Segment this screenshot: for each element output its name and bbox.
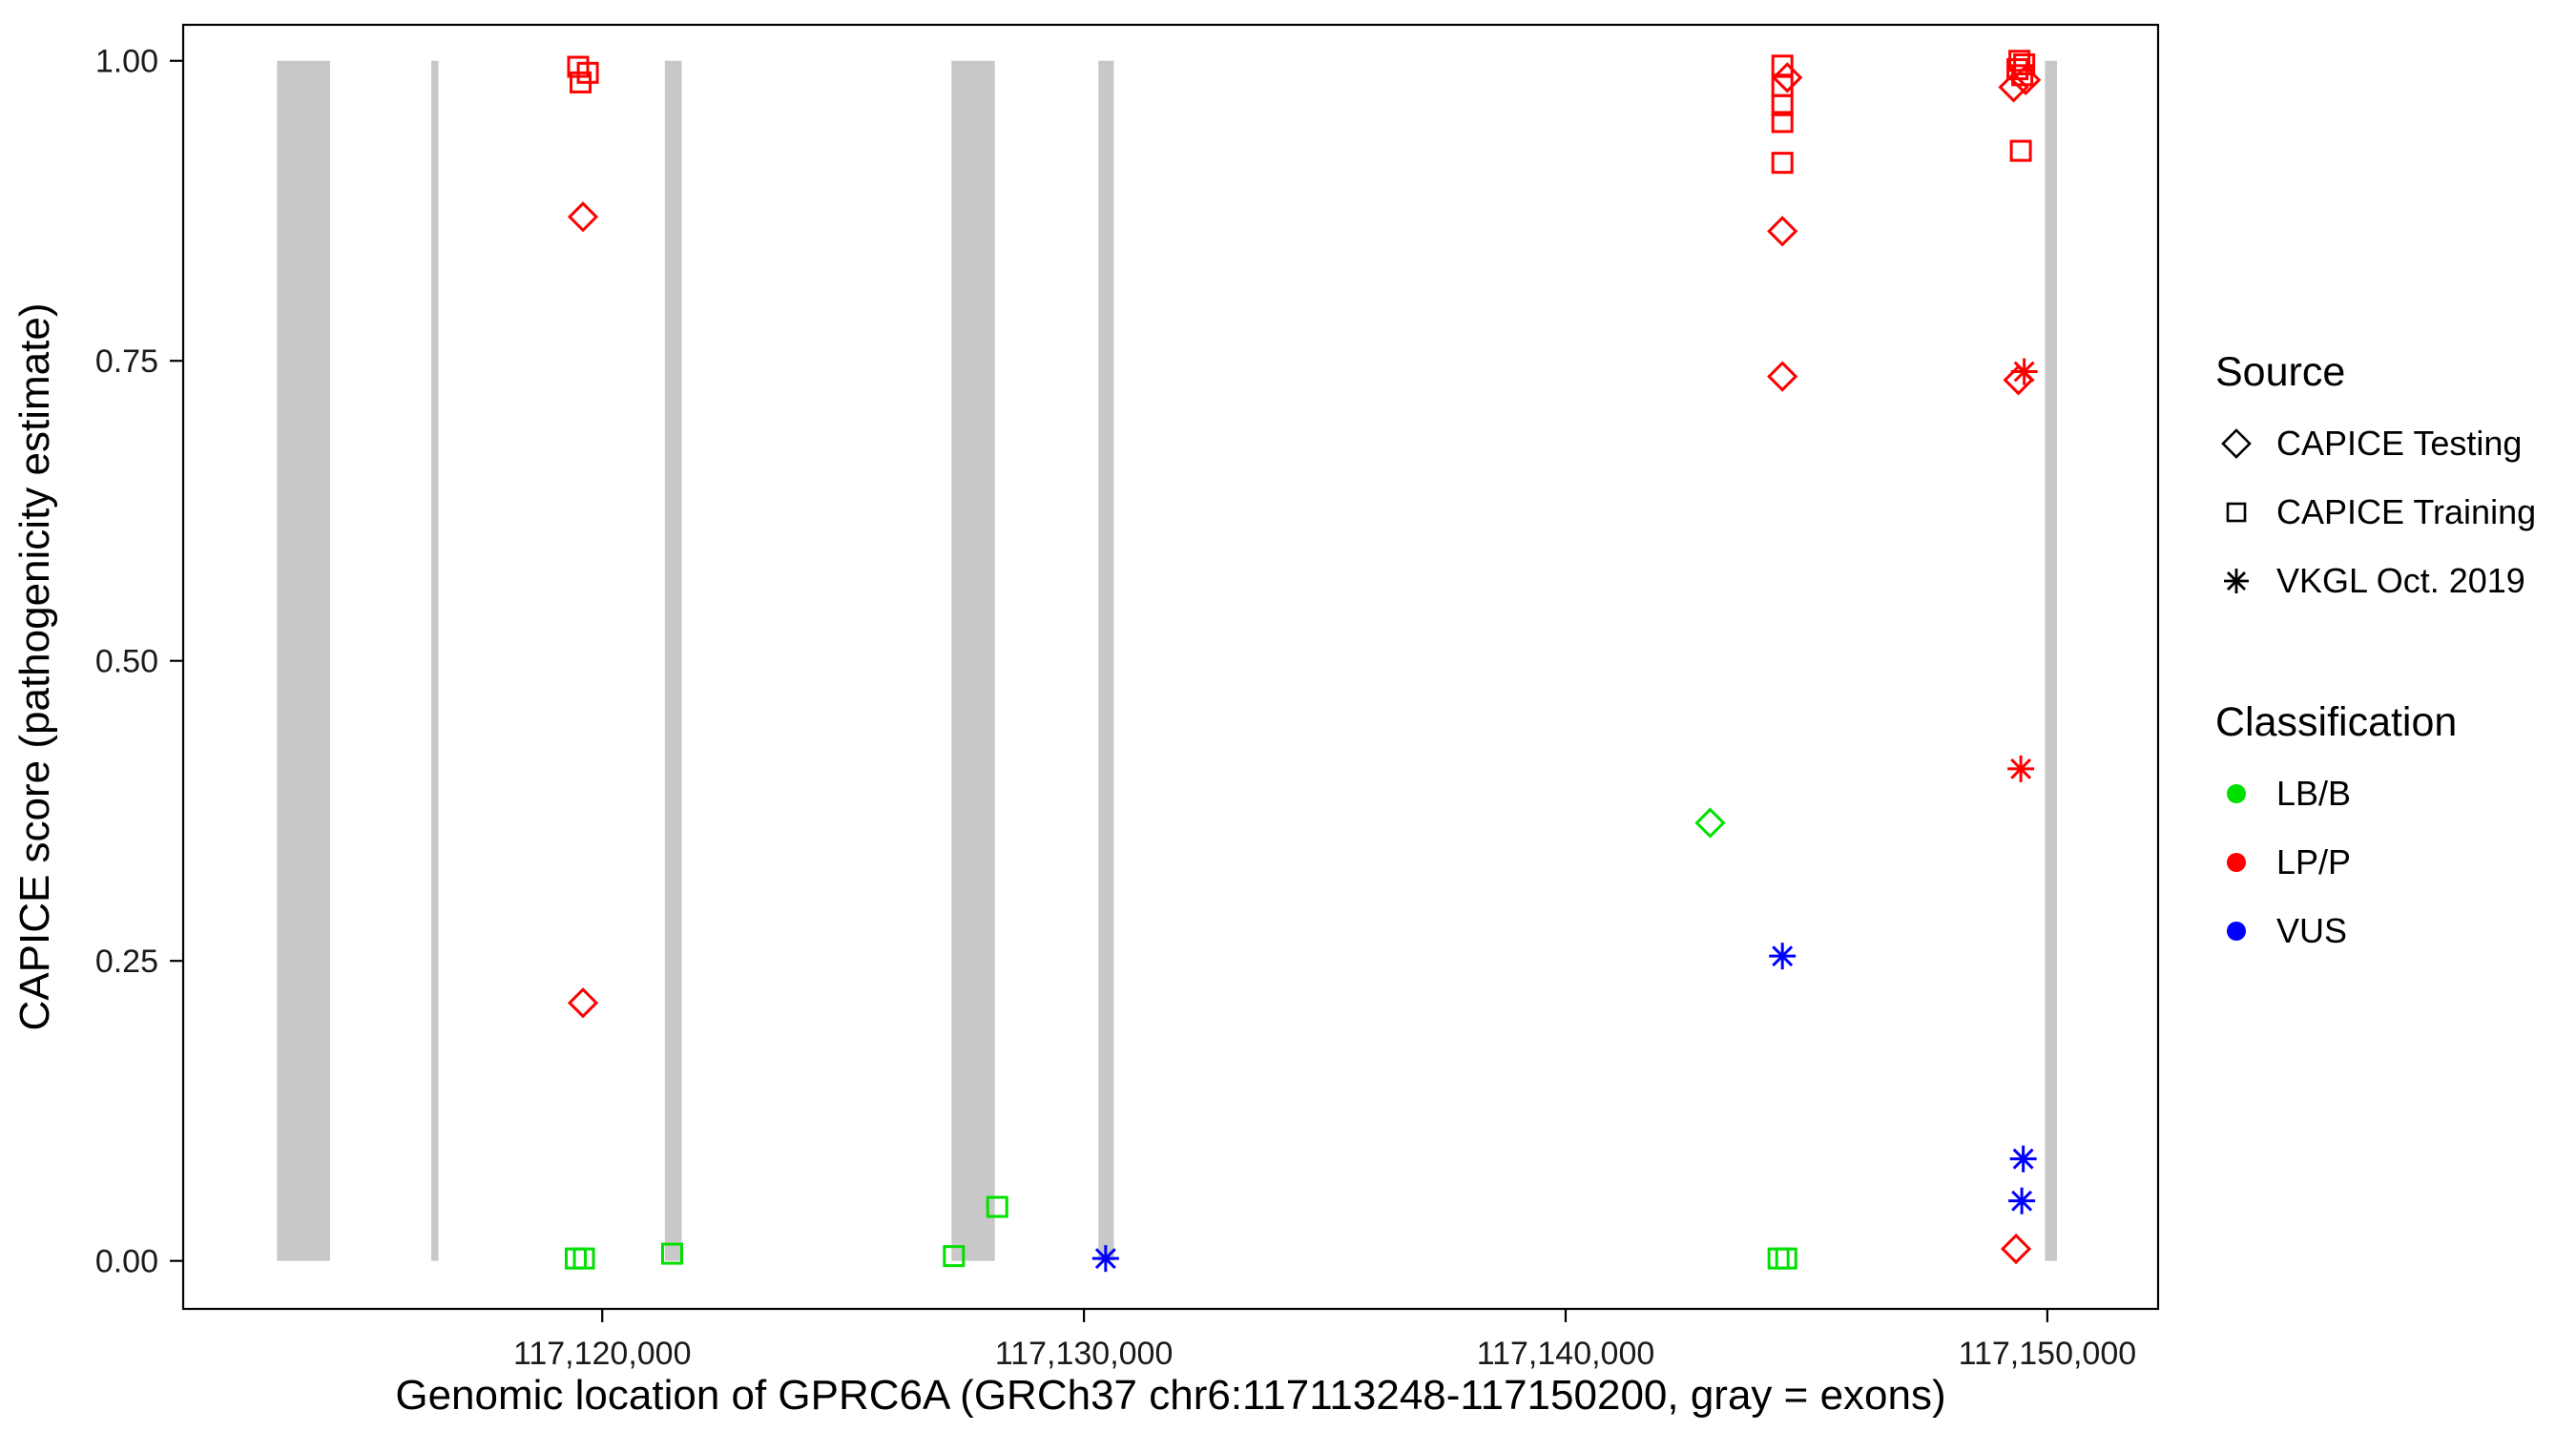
- data-point-square: [1771, 152, 1794, 175]
- legend-label: CAPICE Testing: [2276, 424, 2523, 463]
- legend-label: VUS: [2276, 911, 2348, 950]
- data-point-diamond: [2000, 1233, 2032, 1265]
- data-point-square: [1771, 111, 1794, 134]
- exon-bar: [664, 60, 682, 1261]
- data-point-diamond: [1772, 62, 1803, 93]
- data-point-asterisk-arm: [1772, 945, 1794, 967]
- legend-item-lpp: LP/P: [2215, 828, 2536, 897]
- x-axis-title: Genomic location of GPRC6A (GRCh37 chr6:…: [395, 1372, 1946, 1419]
- data-point-diamond: [567, 987, 599, 1019]
- data-point-square: [1771, 93, 1794, 116]
- data-point-diamond: [1998, 72, 2029, 103]
- exon-bar: [1098, 60, 1114, 1261]
- exon-bar: [951, 60, 995, 1261]
- exon-bar: [277, 60, 330, 1261]
- legend-item-vus: VUS: [2215, 897, 2536, 965]
- data-point-square: [572, 1247, 595, 1270]
- legend-source: Source CAPICE Testing CAPICE Training: [2215, 349, 2536, 615]
- y-tick-label: 0.00: [95, 1244, 158, 1280]
- data-point-asterisk-arm: [2011, 1190, 2033, 1212]
- legend-label: CAPICE Training: [2276, 492, 2537, 531]
- x-tick-label: 117,120,000: [513, 1336, 692, 1372]
- legend-classification: Classification LB/B LP/P VUS: [2215, 699, 2536, 965]
- data-point-asterisk-arm: [2012, 1148, 2034, 1170]
- data-point-square: [2009, 139, 2032, 162]
- y-axis-title: CAPICE score (pathogenicity estimate): [11, 302, 58, 1031]
- data-point-square: [1767, 1247, 1790, 1270]
- panel-border: [181, 23, 2160, 1311]
- data-point-square: [943, 1245, 966, 1268]
- y-tick-label: 1.00: [95, 44, 158, 80]
- data-point-asterisk-arm: [1094, 1248, 1116, 1270]
- legend-classification-title: Classification: [2215, 699, 2458, 745]
- asterisk-icon: [2224, 569, 2249, 593]
- blue-dot-icon: [2227, 922, 2246, 941]
- data-point-diamond: [2003, 364, 2034, 396]
- exon-bar: [2045, 60, 2057, 1261]
- legend-item-capice-testing: CAPICE Testing: [2215, 409, 2536, 478]
- legend-item-lbb: LB/B: [2215, 759, 2536, 828]
- x-tick-label: 117,130,000: [995, 1336, 1174, 1372]
- data-point-square: [1775, 1247, 1797, 1270]
- red-dot-icon: [2227, 853, 2246, 872]
- data-point-diamond: [1767, 216, 1798, 247]
- diamond-icon: [2221, 428, 2252, 459]
- data-point-diamond: [1694, 807, 1726, 839]
- legend-item-vkgl: VKGL Oct. 2019: [2215, 547, 2536, 615]
- y-tick-label: 0.75: [95, 343, 158, 380]
- exon-bar: [431, 60, 439, 1261]
- data-point-diamond: [567, 201, 599, 233]
- legend-source-title: Source: [2215, 349, 2346, 395]
- x-tick-label: 117,140,000: [1477, 1336, 1655, 1372]
- legend-label: LB/B: [2276, 774, 2352, 813]
- data-point-asterisk-arm: [2010, 757, 2032, 779]
- x-tick-label: 117,150,000: [1959, 1336, 2137, 1372]
- data-point-square: [570, 71, 592, 93]
- y-tick-label: 0.50: [95, 644, 158, 680]
- y-tick-label: 0.25: [95, 944, 158, 980]
- square-icon: [2226, 502, 2247, 523]
- data-point-diamond: [1767, 361, 1798, 392]
- data-point-square: [986, 1195, 1008, 1218]
- legend-panel: Source CAPICE Testing CAPICE Training: [2215, 349, 2536, 965]
- legend-item-capice-training: CAPICE Training: [2215, 478, 2536, 547]
- legend-label: LP/P: [2276, 842, 2352, 881]
- data-point-square: [660, 1242, 683, 1265]
- green-dot-icon: [2227, 784, 2246, 803]
- legend-label: VKGL Oct. 2019: [2276, 561, 2525, 600]
